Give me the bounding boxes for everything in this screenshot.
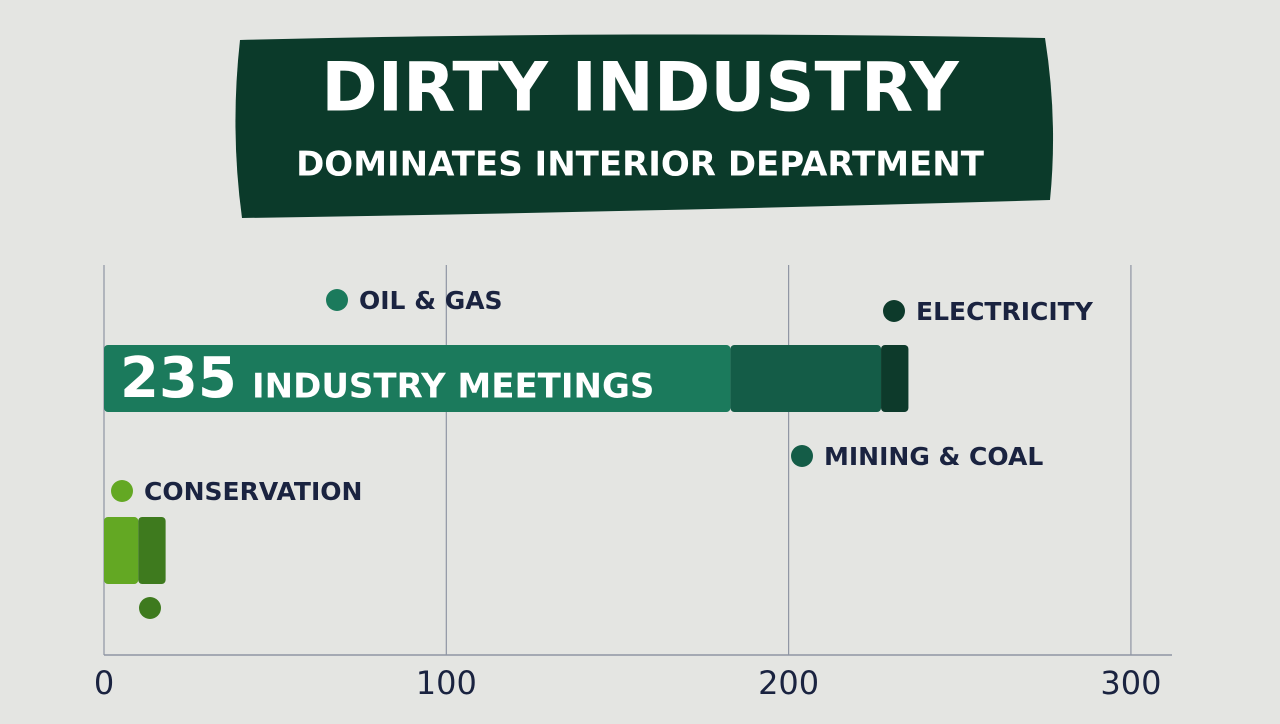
chart-subtitle: DOMINATES INTERIOR DEPARTMENT: [296, 145, 985, 185]
annotation-text: INDUSTRY MEETINGS: [252, 367, 654, 407]
legend-label: MINING & COAL: [824, 442, 1043, 471]
bar-segment: [104, 517, 139, 584]
legend-label: OIL & GAS: [359, 286, 503, 315]
legend-swatch: [139, 597, 161, 619]
x-tick-label: 100: [416, 664, 477, 702]
x-tick-label: 0: [94, 664, 114, 702]
legend-label: ELECTRICITY: [916, 297, 1094, 326]
annotation-value: 235: [120, 346, 237, 411]
legend-swatch: [111, 480, 133, 502]
x-tick-label: 300: [1100, 664, 1161, 702]
bar-segment: [730, 345, 882, 412]
title-banner: [235, 34, 1054, 218]
legend-label: CONSERVATION: [144, 477, 362, 506]
bar-segment: [104, 345, 731, 412]
legend-swatch: [791, 445, 813, 467]
x-tick-label: 200: [758, 664, 819, 702]
legend-swatch: [326, 289, 348, 311]
bar-segment: [138, 517, 166, 584]
chart-title: DIRTY INDUSTRY: [321, 49, 959, 128]
bar-segment: [881, 345, 909, 412]
legend-swatch: [883, 300, 905, 322]
